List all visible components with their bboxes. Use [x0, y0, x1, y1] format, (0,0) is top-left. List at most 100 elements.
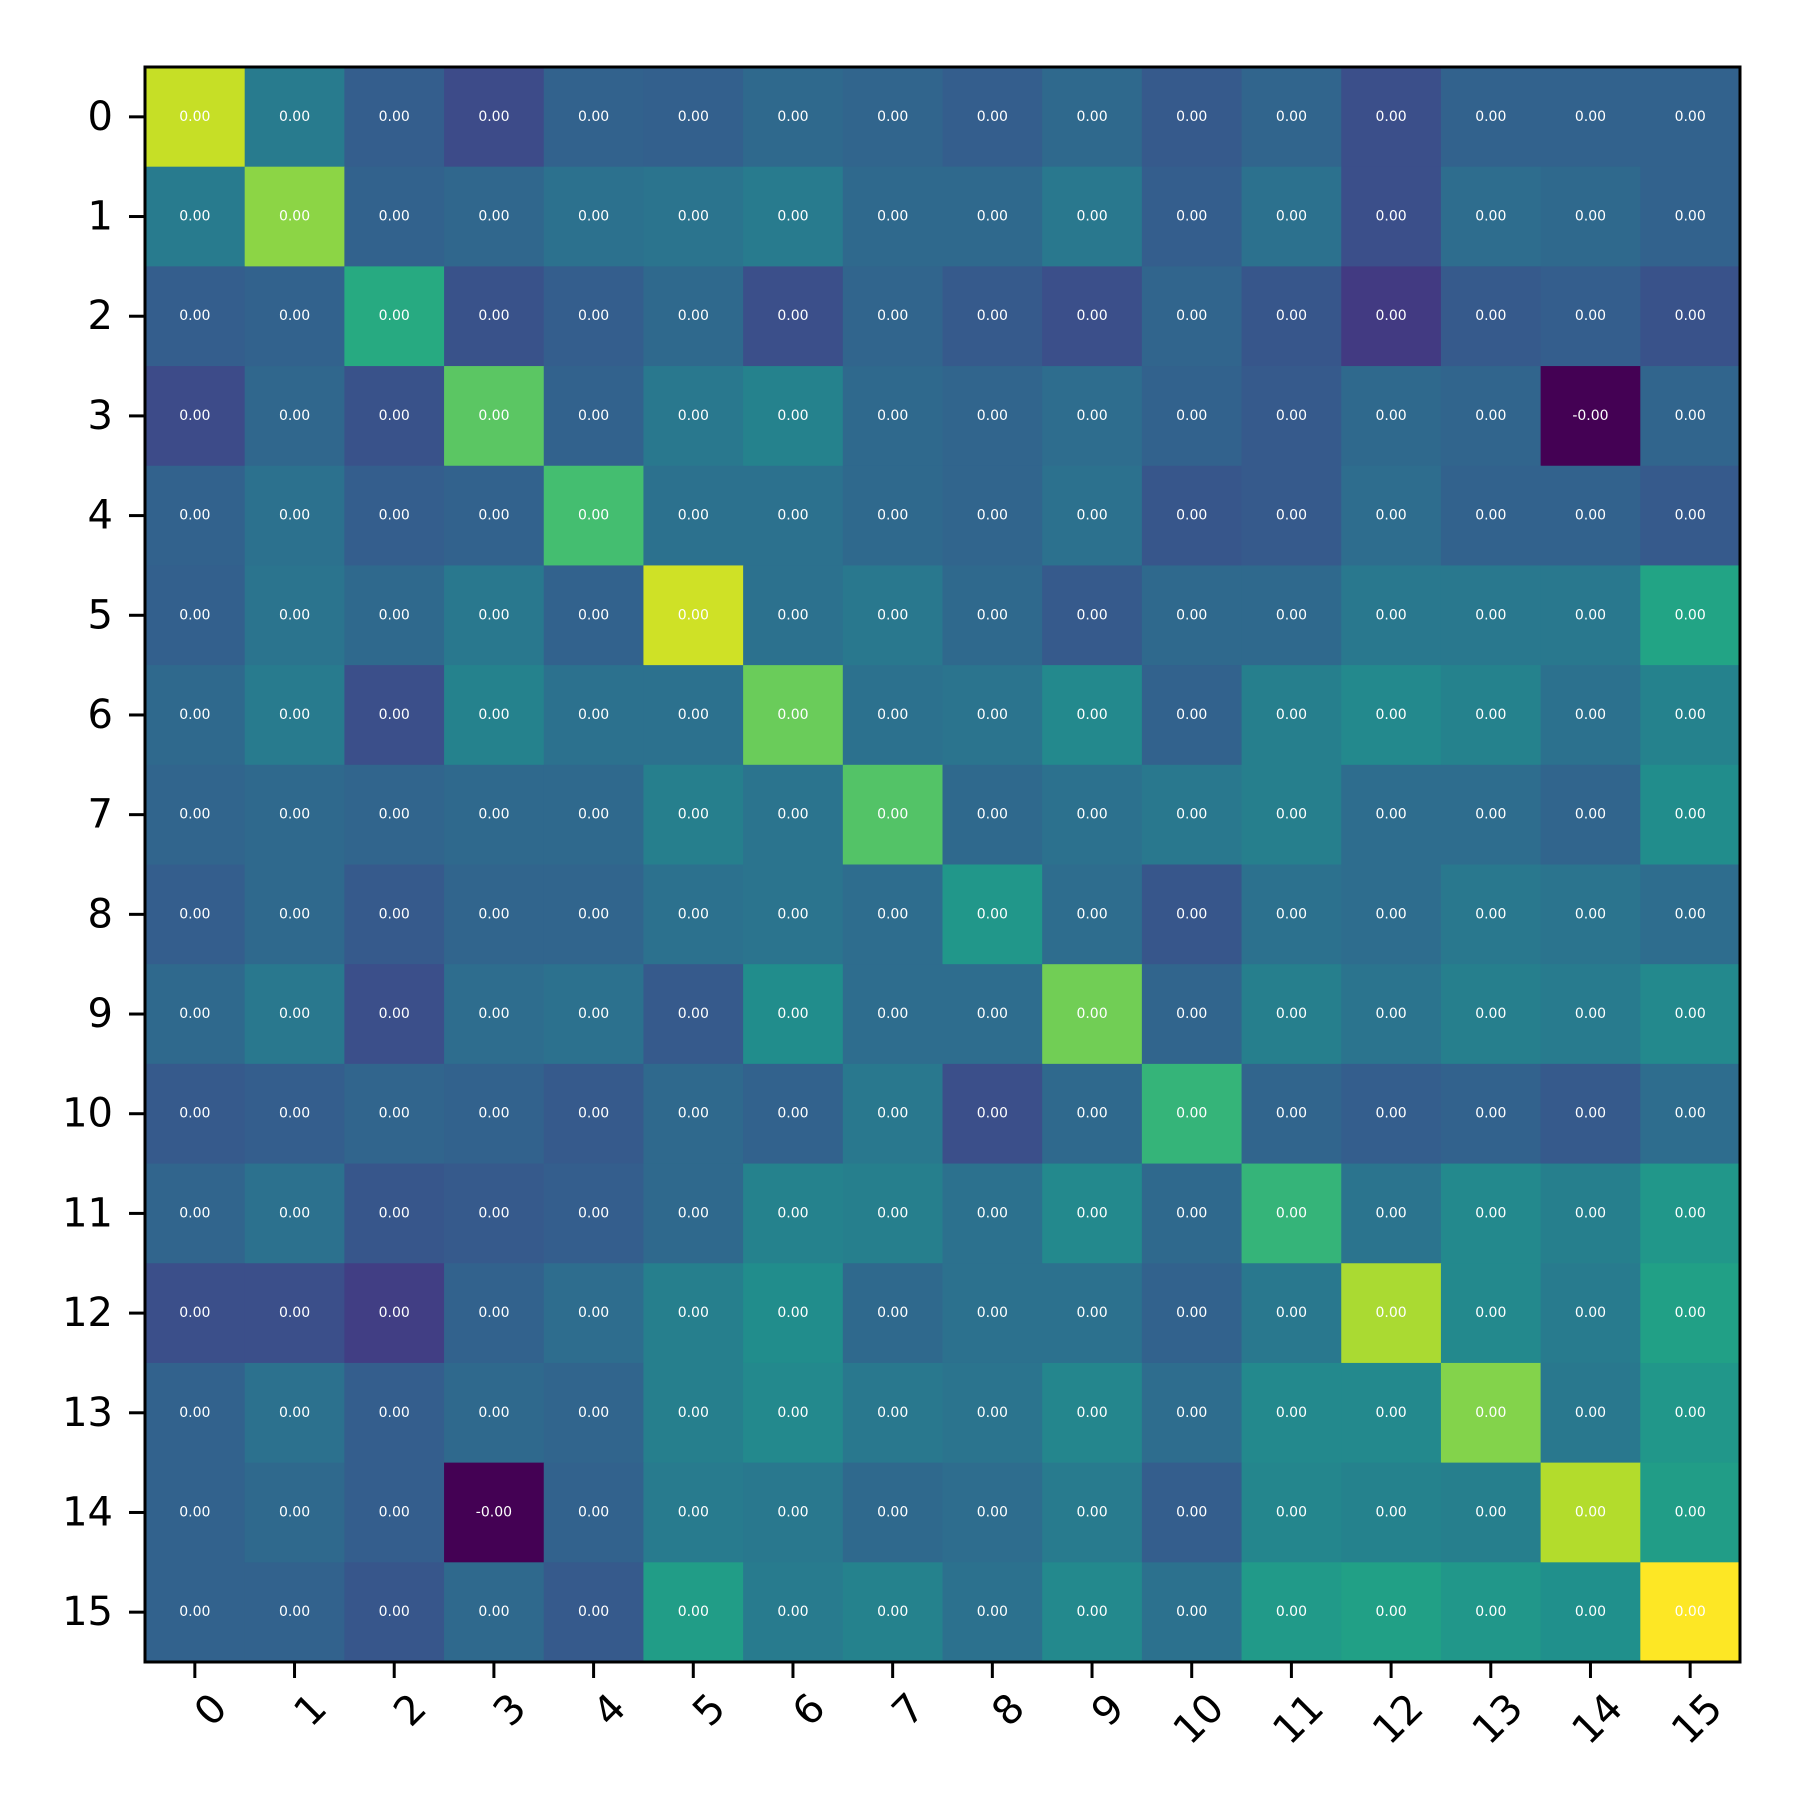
y-tick-label-15: 15	[62, 1589, 113, 1635]
cell-label-r6-c1: 0.00	[279, 707, 310, 723]
cell-label-r13-c9: 0.00	[1076, 1405, 1107, 1421]
cell-label-r1-c7: 0.00	[877, 209, 908, 225]
cell-label-r4-c13: 0.00	[1475, 508, 1506, 524]
y-tick-label-4: 4	[88, 493, 113, 539]
cell-label-r2-c9: 0.00	[1076, 308, 1107, 324]
cell-label-r4-c15: 0.00	[1675, 508, 1706, 524]
cell-label-r15-c8: 0.00	[977, 1604, 1008, 1620]
heatmap-cell-r5-c13	[1440, 565, 1542, 666]
heatmap-cell-r3-c14	[1540, 366, 1641, 467]
heatmap-cell-r3-c8	[942, 366, 1043, 467]
cell-label-r0-c3: 0.00	[478, 109, 509, 125]
cell-label-r14-c6: 0.00	[777, 1504, 808, 1520]
heatmap-cell-r12-c6	[743, 1263, 844, 1364]
heatmap-cell-r9-c12	[1341, 964, 1442, 1065]
heatmap-cell-r4-c14	[1540, 465, 1641, 567]
cell-label-r9-c5: 0.00	[678, 1006, 709, 1022]
heatmap-cell-labels: 0.00 0.00 0.00 0.00 0.00 0.00 0.00 0.00 0.00 0.00…	[179, 109, 1705, 1620]
cell-label-r4-c7: 0.00	[877, 508, 908, 524]
cell-label-r9-c8: 0.00	[977, 1006, 1008, 1022]
heatmap-cell-r10-c10	[1141, 1063, 1243, 1165]
heatmap-cell-r11-c6	[743, 1163, 844, 1264]
cell-label-r11-c13: 0.00	[1475, 1205, 1506, 1221]
heatmap-cell-r7-c12	[1341, 764, 1442, 866]
heatmap-cell-r10-c9	[1042, 1063, 1143, 1165]
cell-label-r12-c10: 0.00	[1176, 1305, 1207, 1321]
cell-label-r4-c14: 0.00	[1575, 508, 1606, 524]
heatmap-cell-r8-c6	[743, 864, 844, 965]
cell-label-r2-c13: 0.00	[1475, 308, 1506, 324]
cell-label-r3-c0: 0.00	[179, 408, 210, 424]
y-tick-label-14: 14	[62, 1489, 113, 1535]
cell-label-r12-c3: 0.00	[478, 1305, 509, 1321]
cell-label-r3-c6: 0.00	[777, 408, 808, 424]
heatmap-cell-r0-c5	[643, 67, 744, 168]
x-tick-label-10: 10	[1165, 1685, 1234, 1754]
cell-label-r2-c11: 0.00	[1276, 308, 1307, 324]
cell-label-r2-c1: 0.00	[279, 308, 310, 324]
heatmap-cell-r4-c9	[1042, 465, 1143, 567]
heatmap-cell-r3-c10	[1141, 366, 1243, 467]
heatmap-cell-r2-c12	[1341, 266, 1442, 367]
heatmap-cell-r4-c3	[444, 465, 545, 567]
y-tick-label-0: 0	[88, 94, 113, 140]
heatmap-cell-r5-c11	[1241, 565, 1342, 666]
y-tick-label-6: 6	[88, 692, 113, 738]
cell-label-r7-c3: 0.00	[478, 807, 509, 823]
heatmap-cell-r1-c3	[444, 166, 545, 267]
cell-label-r6-c0: 0.00	[179, 707, 210, 723]
cell-label-r4-c1: 0.00	[279, 508, 310, 524]
heatmap-cell-r12-c12	[1341, 1263, 1442, 1364]
heatmap-cell-r0-c0	[145, 67, 246, 168]
heatmap-cell-r15-c3	[444, 1562, 545, 1663]
cell-label-r10-c8: 0.00	[977, 1106, 1008, 1122]
heatmap-cell-r11-c2	[344, 1163, 445, 1264]
cell-label-r11-c0: 0.00	[179, 1205, 210, 1221]
heatmap-cell-r4-c11	[1241, 465, 1342, 567]
cell-label-r4-c0: 0.00	[179, 508, 210, 524]
cell-label-r14-c5: 0.00	[678, 1504, 709, 1520]
heatmap-cell-r14-c4	[543, 1462, 645, 1563]
heatmap-cell-r2-c4	[543, 266, 645, 367]
heatmap-cell-r14-c5	[643, 1462, 744, 1563]
cell-label-r9-c0: 0.00	[179, 1006, 210, 1022]
heatmap-cell-r11-c1	[244, 1163, 345, 1264]
cell-label-r4-c2: 0.00	[379, 508, 410, 524]
cell-label-r3-c11: 0.00	[1276, 408, 1307, 424]
heatmap-cell-r15-c10	[1141, 1562, 1243, 1663]
cell-label-r1-c10: 0.00	[1176, 209, 1207, 225]
cell-label-r1-c15: 0.00	[1675, 209, 1706, 225]
heatmap-cell-r6-c13	[1440, 665, 1542, 766]
heatmap-cell-r3-c12	[1341, 366, 1442, 467]
heatmap-cell-r15-c7	[842, 1562, 944, 1663]
cell-label-r7-c6: 0.00	[777, 807, 808, 823]
cell-label-r15-c0: 0.00	[179, 1604, 210, 1620]
cell-label-r6-c3: 0.00	[478, 707, 509, 723]
cell-label-r11-c11: 0.00	[1276, 1205, 1307, 1221]
cell-label-r15-c1: 0.00	[279, 1604, 310, 1620]
heatmap-cell-r11-c10	[1141, 1163, 1243, 1264]
cell-label-r14-c2: 0.00	[379, 1504, 410, 1520]
cell-label-r0-c15: 0.00	[1675, 109, 1706, 125]
heatmap-cell-r8-c1	[244, 864, 345, 965]
heatmap-cell-r0-c15	[1640, 67, 1741, 168]
heatmap-cell-r11-c12	[1341, 1163, 1442, 1264]
cell-label-r0-c5: 0.00	[678, 109, 709, 125]
heatmap-cell-r3-c3	[444, 366, 545, 467]
heatmap-cell-r11-c7	[842, 1163, 944, 1264]
cell-label-r11-c15: 0.00	[1675, 1205, 1706, 1221]
heatmap-cell-r5-c5	[643, 565, 744, 666]
heatmap-cell-r0-c1	[244, 67, 345, 168]
heatmap-cell-r12-c4	[543, 1263, 645, 1364]
heatmap-cell-r9-c11	[1241, 964, 1342, 1065]
cell-label-r3-c7: 0.00	[877, 408, 908, 424]
heatmap-cell-r12-c0	[145, 1263, 246, 1364]
y-tick-label-7: 7	[88, 792, 113, 838]
cell-label-r7-c13: 0.00	[1475, 807, 1506, 823]
heatmap-cell-r4-c15	[1640, 465, 1741, 567]
cell-label-r7-c2: 0.00	[379, 807, 410, 823]
cell-label-r12-c2: 0.00	[379, 1305, 410, 1321]
cell-label-r9-c11: 0.00	[1276, 1006, 1307, 1022]
cell-label-r9-c7: 0.00	[877, 1006, 908, 1022]
cell-label-r10-c14: 0.00	[1575, 1106, 1606, 1122]
